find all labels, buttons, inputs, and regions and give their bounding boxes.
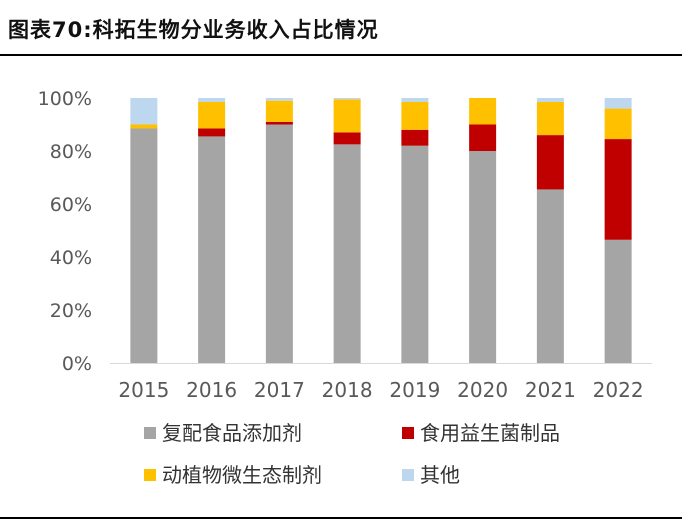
bar-segment	[265, 124, 293, 363]
x-tick-label: 2015	[118, 378, 169, 402]
legend-item-other: 其他	[402, 463, 460, 487]
bar-segment	[401, 145, 429, 363]
y-tick-label: 60%	[50, 194, 92, 216]
legend-swatch-microecology	[144, 469, 156, 481]
stacked-bar-chart: 0%20%40%60%80%100% 2015 2016 2017 2018 2019 2…	[38, 88, 652, 402]
bar-segment	[265, 100, 293, 122]
bar-segment	[469, 151, 497, 363]
bars-group	[130, 98, 632, 363]
bar-segment	[198, 101, 226, 129]
x-tick-label: 2018	[322, 378, 373, 402]
bar-segment	[401, 98, 429, 102]
bar-segment	[130, 98, 158, 125]
legend-swatch-other	[402, 469, 414, 481]
legend-item-probiotic: 食用益生菌制品	[402, 421, 560, 445]
bar-segment	[401, 101, 429, 130]
bar-segment	[198, 98, 226, 102]
bar-segment	[333, 132, 361, 145]
bar-segment	[604, 139, 632, 240]
legend-item-microecology: 动植物微生态制剂	[144, 463, 322, 487]
bar-segment	[604, 108, 632, 140]
legend-item-food-additive: 复配食品添加剂	[144, 421, 302, 445]
bar-segment	[333, 99, 361, 133]
x-axis: 2015 2016 2017 2018 2019 2020 2021 2022	[118, 378, 643, 402]
y-tick-label: 40%	[50, 247, 92, 269]
bar-segment	[130, 124, 158, 129]
x-tick-label: 2017	[254, 378, 305, 402]
legend-swatch-food-additive	[144, 427, 156, 439]
bar-segment	[333, 144, 361, 363]
page-title: 图表70:科拓生物分业务收入占比情况	[8, 18, 379, 42]
bar-segment	[536, 101, 564, 136]
x-tick-label: 2021	[525, 378, 576, 402]
bar-segment	[265, 98, 293, 101]
bar-segment	[469, 98, 497, 125]
bar-segment	[604, 239, 632, 363]
bar-segment	[536, 98, 564, 102]
legend-label: 复配食品添加剂	[162, 421, 302, 445]
x-tick-label: 2020	[457, 378, 508, 402]
bar-segment	[469, 124, 497, 151]
bottom-divider	[0, 517, 682, 519]
bar-segment	[401, 129, 429, 146]
bar-segment	[130, 128, 158, 363]
y-axis: 0% 20% 40% 60% 80% 100%	[38, 88, 92, 375]
y-tick-label: 100%	[38, 88, 92, 110]
legend-label: 食用益生菌制品	[420, 421, 560, 445]
legend-label: 动植物微生态制剂	[162, 463, 322, 487]
y-tick-label: 80%	[50, 141, 92, 163]
y-tick-label: 0%	[62, 353, 92, 375]
y-tick-label: 20%	[50, 300, 92, 322]
legend-swatch-probiotic	[402, 427, 414, 439]
x-tick-label: 2019	[389, 378, 440, 402]
bar-segment	[198, 128, 226, 137]
x-tick-label: 2016	[186, 378, 237, 402]
legend-label: 其他	[420, 463, 460, 487]
bar-segment	[198, 136, 226, 363]
bar-segment	[536, 189, 564, 363]
bar-segment	[604, 98, 632, 109]
bar-segment	[333, 98, 361, 100]
bar-segment	[536, 135, 564, 190]
bar-segment	[265, 121, 293, 125]
title-divider	[0, 54, 682, 56]
x-tick-label: 2022	[593, 378, 644, 402]
